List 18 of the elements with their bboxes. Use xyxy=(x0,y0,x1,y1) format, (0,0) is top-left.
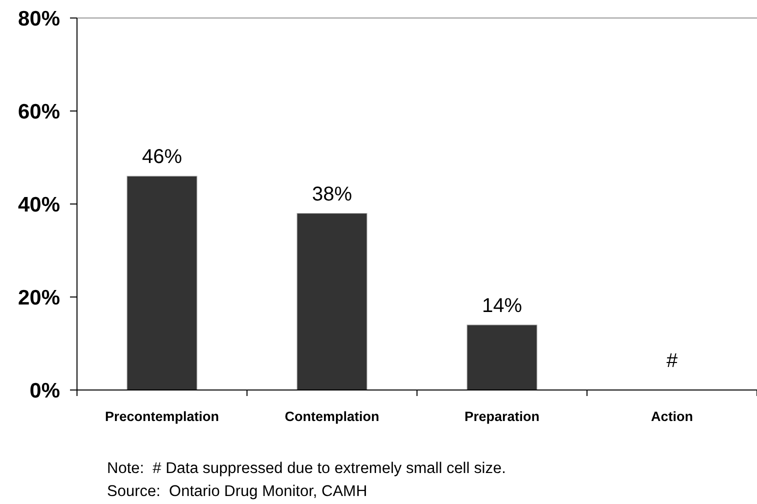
data-label: 14% xyxy=(482,294,522,317)
data-label: 46% xyxy=(142,146,182,168)
x-tick-label: Precontemplation xyxy=(104,409,220,424)
x-tick-label: Preparation xyxy=(464,409,540,424)
x-tick-label: Contemplation xyxy=(284,409,380,424)
bar xyxy=(296,213,368,390)
y-tick-label: 60% xyxy=(18,100,60,124)
y-tick-label: 0% xyxy=(30,380,60,403)
bar xyxy=(466,324,538,390)
y-tick-label: 40% xyxy=(18,194,60,217)
y-tick-label: 20% xyxy=(18,286,60,310)
bar xyxy=(126,176,198,390)
text: # xyxy=(666,350,678,372)
x-tick-label: Action xyxy=(651,409,693,424)
text: Note: # Data suppressed due to extremely small cell size. xyxy=(107,460,506,477)
y-tick-label: 80% xyxy=(18,8,60,31)
data-label: 38% xyxy=(312,183,352,206)
source-note: Source: Ontario Drug Monitor, CAMH xyxy=(107,483,368,500)
